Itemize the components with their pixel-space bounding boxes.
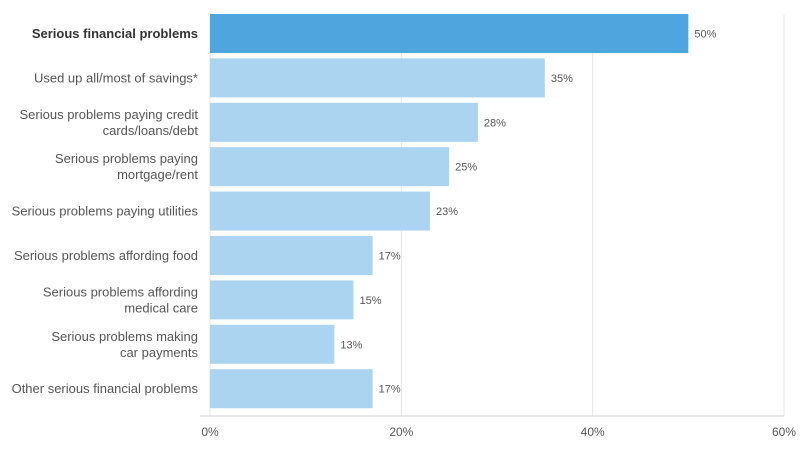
bars — [210, 14, 689, 409]
bar — [210, 58, 545, 98]
bar — [210, 14, 689, 53]
category-label: Serious problems paying — [55, 151, 198, 166]
x-tick-label: 0% — [201, 425, 219, 439]
category-label: Serious problems paying credit — [20, 107, 199, 122]
bar — [210, 324, 335, 364]
bar — [210, 369, 373, 409]
data-label: 17% — [379, 384, 401, 396]
data-label: 15% — [360, 295, 382, 307]
category-label: Serious problems paying utilities — [12, 204, 199, 219]
category-label: Serious problems affording — [43, 284, 198, 299]
bar — [210, 191, 431, 231]
category-label: Serious problems affording food — [14, 248, 198, 263]
bar — [210, 280, 354, 320]
category-label: medical care — [124, 300, 198, 315]
bar — [210, 147, 450, 187]
category-labels: Serious financial problems Used up all/mo… — [12, 26, 199, 396]
value-labels: 50% 35% 28% 25% 23% 17% 15% 13% 17% — [340, 29, 716, 396]
data-label: 35% — [551, 73, 573, 85]
category-label: Serious financial problems — [32, 26, 198, 41]
x-tick-label: 40% — [581, 425, 605, 439]
category-label: Other serious financial problems — [12, 381, 199, 396]
data-label: 25% — [455, 162, 477, 174]
category-label: Serious problems making — [51, 329, 198, 344]
category-label: cards/loans/debt — [103, 123, 199, 138]
data-label: 28% — [484, 117, 506, 129]
category-label: Used up all/most of savings* — [34, 70, 198, 85]
data-label: 17% — [379, 251, 401, 263]
data-label: 50% — [694, 29, 716, 41]
x-axis: 0% 20% 40% 60% — [200, 415, 796, 439]
bar — [210, 236, 373, 275]
x-tick-label: 20% — [389, 425, 413, 439]
category-label: mortgage/rent — [117, 167, 198, 182]
x-tick-label: 60% — [772, 425, 796, 439]
data-label: 13% — [340, 339, 362, 351]
data-label: 23% — [436, 206, 458, 218]
bar — [210, 102, 478, 142]
category-label: car payments — [120, 345, 199, 360]
